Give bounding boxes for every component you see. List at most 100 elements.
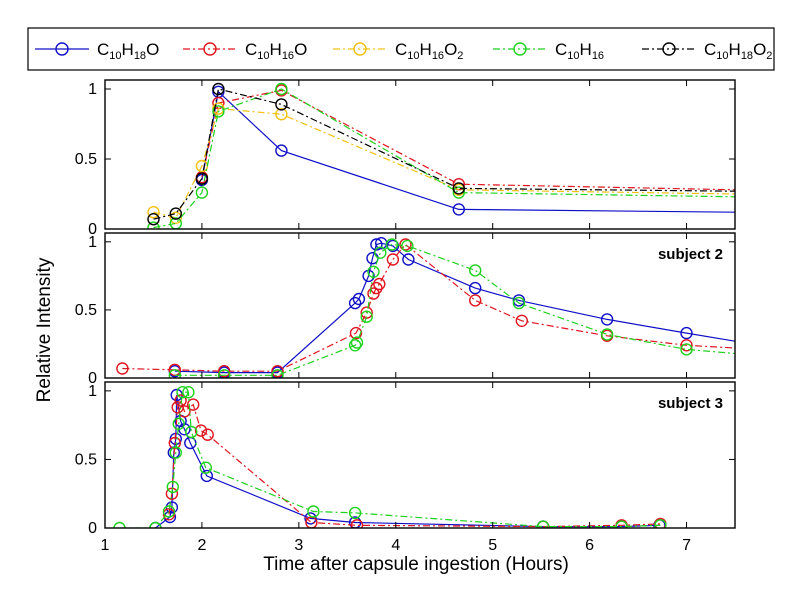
data-point [469,264,482,277]
x-tick-label: 1 [101,537,110,554]
data-point [469,281,482,295]
series-line [119,391,661,528]
series-C10H16O2 [147,102,735,225]
x-tick-label: 5 [488,537,497,554]
data-point [350,336,364,349]
y-tick-label: 1 [88,383,97,400]
data-point [373,277,386,291]
data-point [113,521,126,528]
data-point [275,82,288,96]
data-point [116,362,129,375]
data-point [218,369,231,378]
series-C10H18O [168,236,735,378]
data-point [360,310,373,323]
data-point [147,212,160,226]
data-point [195,186,209,199]
series-line [122,243,735,372]
data-point [385,238,399,251]
y-tick-label: 0 [88,370,97,387]
series-line [174,242,735,374]
data-point [186,398,200,411]
data-point [352,292,366,306]
data-point [271,365,284,378]
data-point [185,425,198,439]
data-point [401,239,414,253]
data-point [536,520,550,528]
data-point [515,314,528,327]
series-C10H16O [116,238,735,378]
data-point [176,386,189,399]
legend-item: C10H16O [183,40,307,62]
legend-marker [353,42,367,56]
data-point [402,253,415,266]
data-point [600,328,614,341]
data-point [452,203,465,216]
legend-label: C10H16O2 [395,40,463,62]
data-point [654,519,667,528]
panel-frame [104,381,736,529]
data-point [275,107,288,121]
data-point [149,521,162,528]
series-line [155,394,660,528]
data-point [147,221,160,229]
data-point [168,436,182,450]
data-point [349,326,363,340]
data-point [452,186,465,199]
data-point [452,182,465,195]
y-tick-label: 0 [88,221,97,238]
data-point [512,296,526,310]
legend-item: C10H16 [493,40,604,62]
y-tick-label: 0.5 [75,302,97,319]
legend-marker [513,42,527,56]
y-axis-label: Relative Intensity [34,257,55,402]
y-tick-label: 0.5 [75,451,97,468]
y-tick-label: 1 [88,234,97,251]
data-point [367,265,380,278]
data-point [174,394,187,407]
series-line [153,107,735,219]
data-point [212,82,225,96]
legend-item: C10H18O2 [642,40,772,62]
x-tick-label: 6 [585,537,594,554]
data-point [147,205,160,219]
series-C10H16 [168,238,735,378]
data-point [194,424,208,437]
data-point [348,516,362,528]
data-point [348,339,362,352]
data-point [169,207,183,220]
data-point [348,296,362,310]
series-C10H16O [162,394,667,528]
data-point [165,487,179,500]
legend-label: C10H18O2 [704,40,772,62]
data-point [162,505,176,518]
data-point [171,401,184,414]
x-tick-label: 2 [197,537,206,554]
data-point [386,253,400,266]
legend-marker [203,42,217,56]
data-point [195,172,209,185]
legend-marker [662,42,676,56]
data-point [350,519,364,528]
panel-2: 0 0.5 1 subject 2 [75,232,736,387]
data-point [217,365,231,378]
data-point [275,98,288,111]
data-point [166,480,180,494]
series-C10H16 [113,386,667,528]
series-line [174,243,735,376]
legend-label: C10H18O [97,40,159,62]
data-point [370,238,383,251]
data-point [399,238,412,251]
data-point [271,369,284,378]
series-line [201,89,735,191]
data-point [680,343,693,356]
data-point [680,339,693,352]
data-point [201,428,214,441]
data-point [200,469,214,483]
x-tick-label: 3 [294,537,303,554]
panel-3: 0 0.5 1 1 2 3 4 5 6 7 subject 3 [75,381,736,554]
data-point [386,239,400,253]
x-tick-label: 7 [682,537,691,554]
data-point [600,313,614,326]
x-axis-label: Time after capsule ingestion (Hours) [263,554,569,575]
